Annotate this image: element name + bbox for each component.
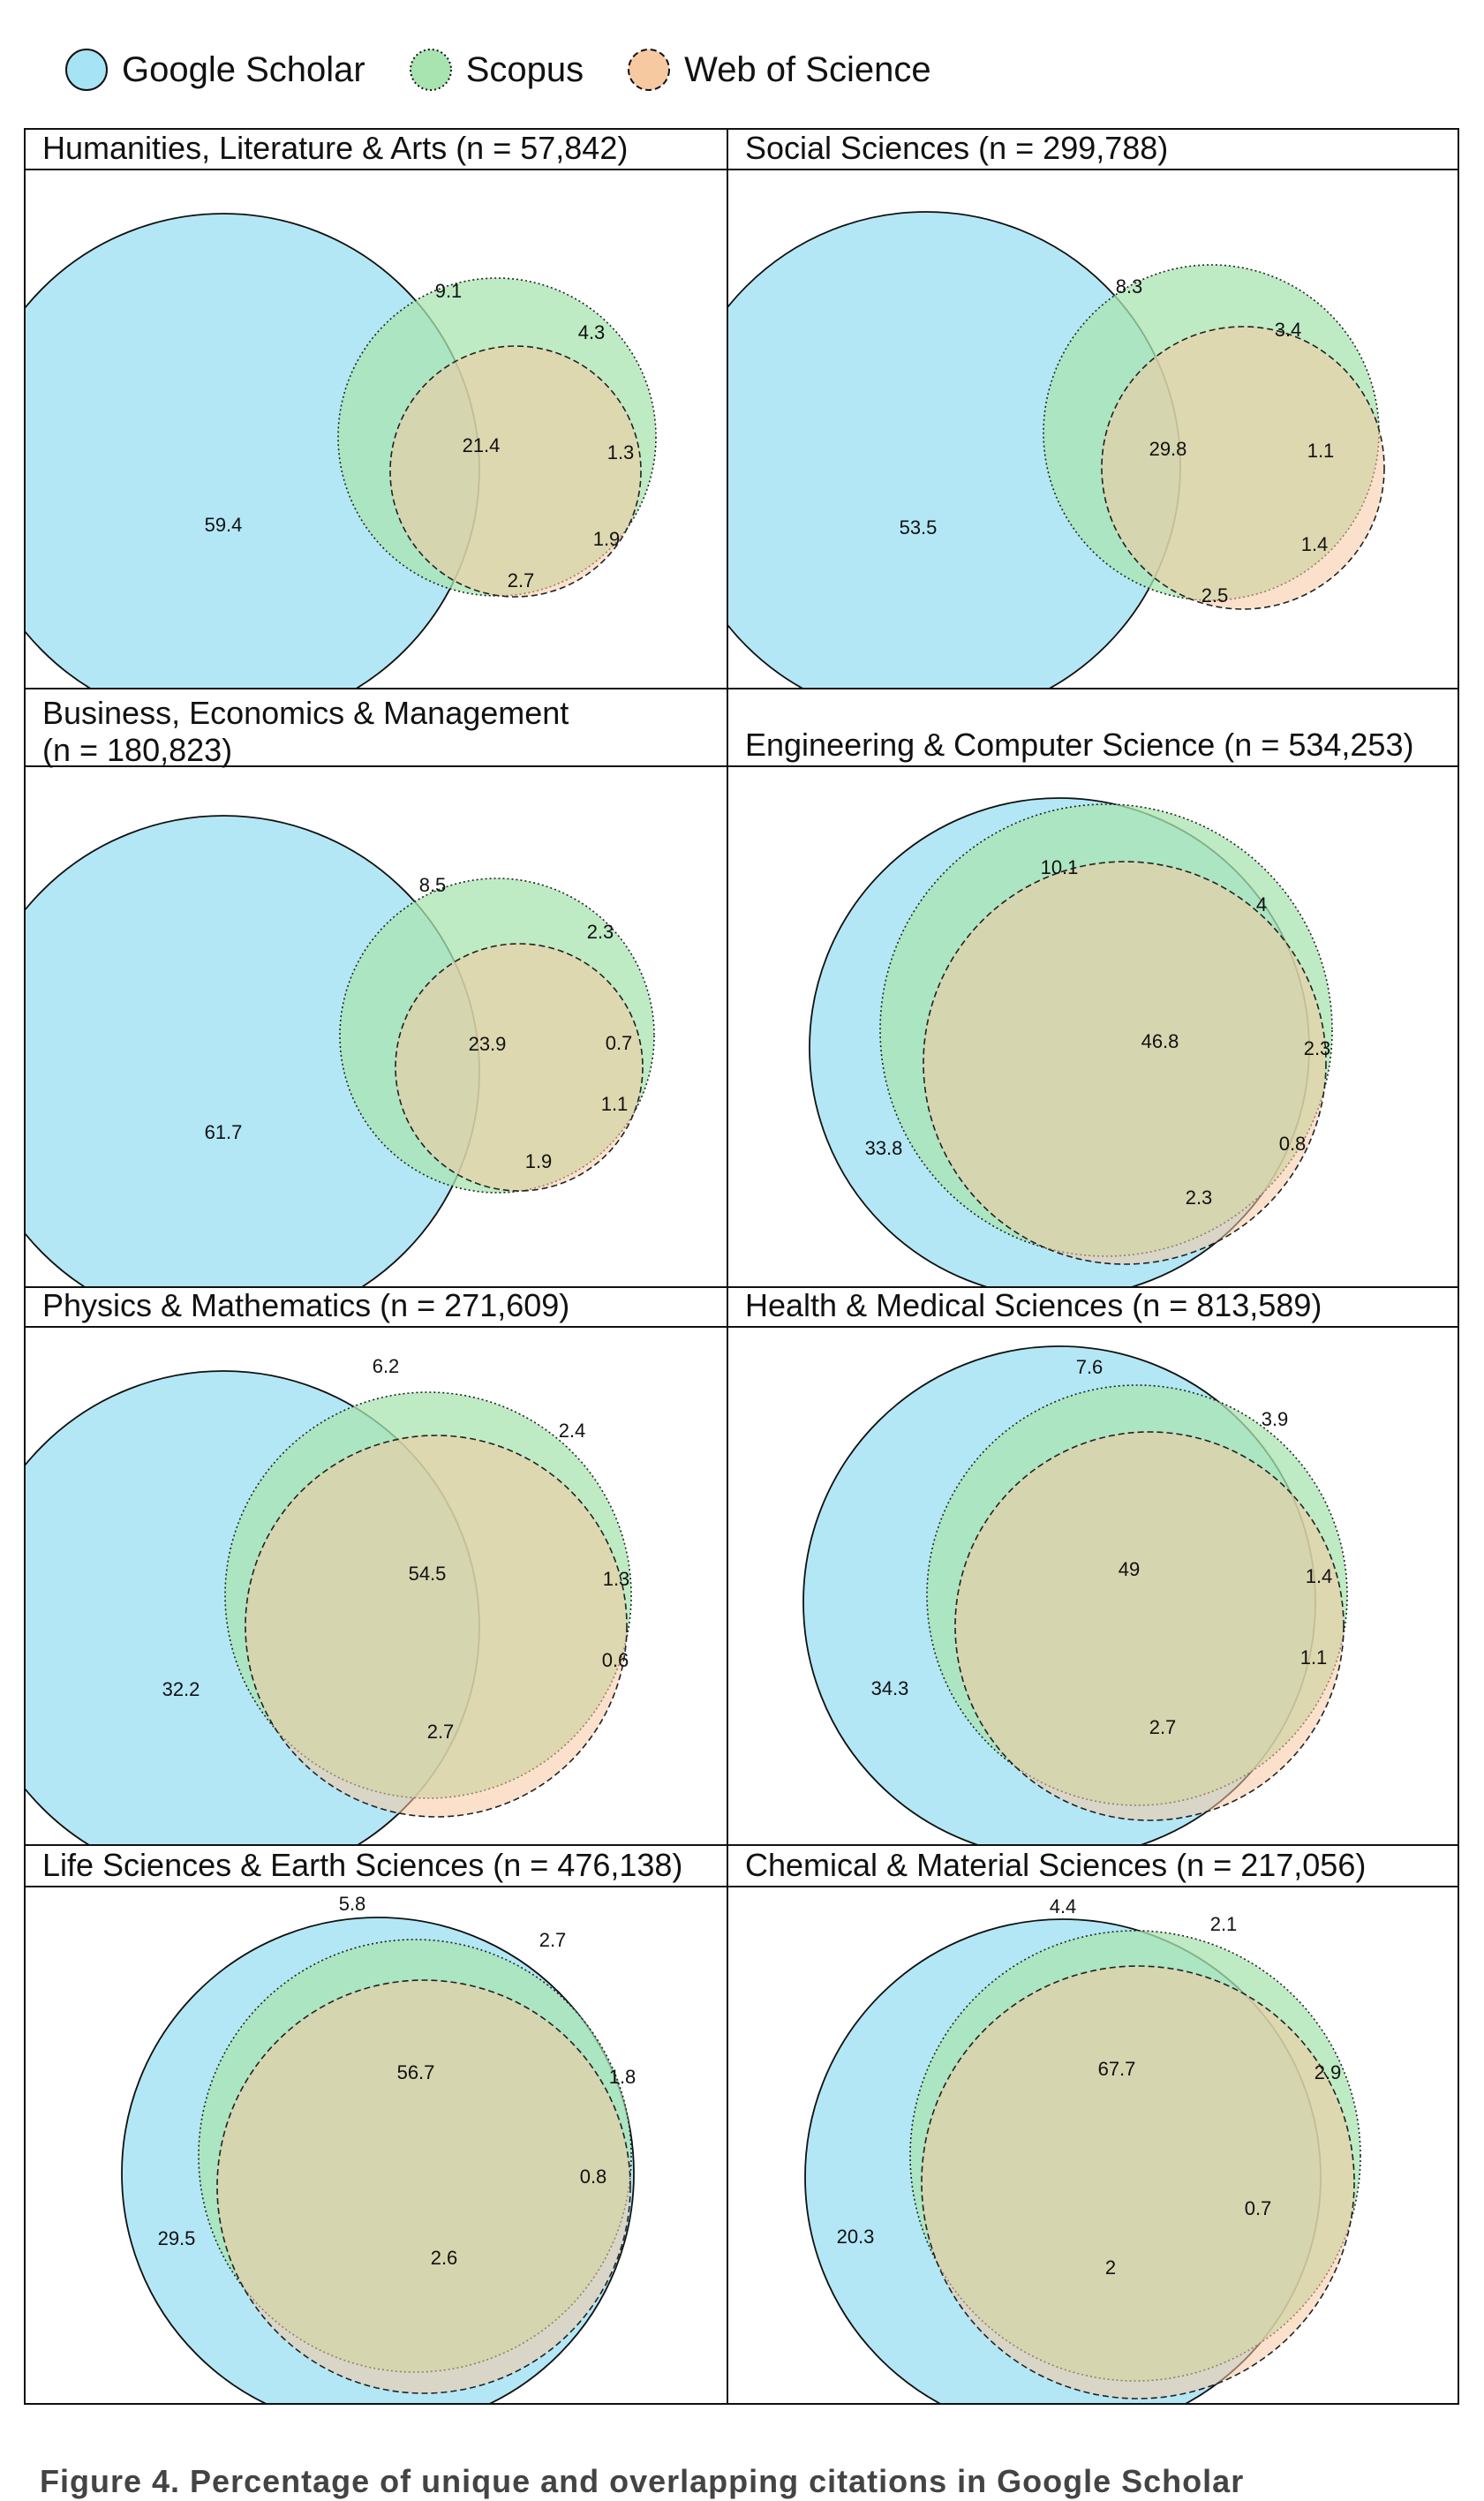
legend: Google Scholar Scopus Web of Science xyxy=(64,39,974,101)
value-label-scopus_wos: 2.3 xyxy=(1304,1037,1331,1059)
web-of-science-circle xyxy=(395,943,644,1192)
legend-item-web-of-science: Web of Science xyxy=(626,47,931,93)
value-label-gs_only: 53.5 xyxy=(900,516,938,539)
value-label-gs_wos: 2.7 xyxy=(427,1721,455,1743)
web-of-science-circle xyxy=(954,1431,1345,1821)
venn-panel-1 xyxy=(728,211,1385,688)
value-label-gs_only: 33.8 xyxy=(865,1137,903,1159)
web-of-science-circle xyxy=(245,1435,628,1818)
value-label-scopus_wos: 1.3 xyxy=(607,441,635,463)
value-label-wos_only: 0.8 xyxy=(580,2166,607,2188)
legend-swatch-scopus xyxy=(409,49,452,91)
value-label-gs_only: 61.7 xyxy=(205,1121,243,1143)
value-label-all_three: 23.9 xyxy=(469,1033,507,1055)
value-label-scopus_wos: 1.4 xyxy=(1306,1565,1333,1587)
value-label-scopus_only: 3.9 xyxy=(1262,1408,1289,1430)
value-label-gs_scopus: 5.8 xyxy=(339,1893,366,1915)
value-label-wos_only: 1.1 xyxy=(601,1093,629,1115)
figure-frame xyxy=(24,128,1459,2405)
value-label-all_three: 21.4 xyxy=(463,434,501,456)
value-label-wos_only: 1.9 xyxy=(593,528,621,550)
value-label-scopus_only: 2.3 xyxy=(587,921,614,943)
value-label-all_three: 67.7 xyxy=(1098,2058,1136,2080)
value-label-gs_scopus: 9.1 xyxy=(435,280,463,302)
value-label-gs_wos: 2.5 xyxy=(1202,584,1229,606)
panel-title: Engineering & Computer Science (n = 534,… xyxy=(745,727,1413,763)
venn-panel-5 xyxy=(802,1345,1348,1844)
venn-panel-4 xyxy=(26,1370,632,1844)
value-label-gs_wos: 2.7 xyxy=(508,569,535,591)
web-of-science-circle xyxy=(216,1979,631,2394)
web-of-science-circle xyxy=(923,861,1327,1265)
value-label-scopus_only: 2.4 xyxy=(559,1420,586,1442)
venn-panel-3 xyxy=(809,797,1333,1286)
web-of-science-circle xyxy=(1101,326,1385,610)
value-label-gs_scopus: 4.4 xyxy=(1050,1895,1077,1917)
legend-swatch-web-of-science xyxy=(628,49,671,91)
panel-title: Chemical & Material Sciences (n = 217,05… xyxy=(745,1847,1366,1883)
web-of-science-circle xyxy=(921,1965,1355,2399)
value-label-scopus_wos: 0.7 xyxy=(606,1032,633,1054)
panel-title: Health & Medical Sciences (n = 813,589) xyxy=(745,1287,1322,1323)
value-label-scopus_only: 2.7 xyxy=(539,1929,567,1951)
value-label-scopus_only: 4.3 xyxy=(578,321,606,343)
value-label-gs_scopus: 8.3 xyxy=(1116,275,1143,298)
panel-title-line-2: (n = 180,823) xyxy=(42,732,232,768)
value-label-all_three: 49 xyxy=(1119,1558,1140,1580)
value-label-all_three: 29.8 xyxy=(1149,438,1187,460)
value-label-wos_only: 1.4 xyxy=(1301,533,1329,555)
legend-item-scopus: Scopus xyxy=(408,47,584,93)
legend-label-google-scholar: Google Scholar xyxy=(122,49,365,89)
legend-swatch-google-scholar xyxy=(65,49,108,91)
value-label-gs_only: 29.5 xyxy=(158,2227,196,2249)
value-label-gs_wos: 2.3 xyxy=(1186,1186,1213,1209)
value-label-scopus_only: 3.4 xyxy=(1275,319,1302,341)
value-label-gs_wos: 2 xyxy=(1105,2256,1116,2279)
value-label-gs_wos: 2.6 xyxy=(431,2247,458,2269)
value-label-scopus_only: 2.1 xyxy=(1210,1913,1238,1935)
value-label-gs_only: 59.4 xyxy=(205,514,243,536)
legend-label-web-of-science: Web of Science xyxy=(684,49,931,89)
venn-panel-2 xyxy=(26,815,655,1286)
venn-panel-0 xyxy=(26,213,657,688)
value-label-scopus_wos: 1.3 xyxy=(603,1568,630,1590)
value-label-scopus_only: 4 xyxy=(1256,893,1267,915)
panel-title: Humanities, Literature & Arts (n = 57,84… xyxy=(42,130,628,166)
value-label-scopus_wos: 1.1 xyxy=(1307,440,1335,462)
value-label-wos_only: 0.8 xyxy=(1279,1133,1307,1155)
value-label-wos_only: 0.6 xyxy=(602,1649,629,1671)
legend-item-google-scholar: Google Scholar xyxy=(64,47,365,93)
panel-title: Social Sciences (n = 299,788) xyxy=(745,130,1168,166)
value-label-gs_wos: 2.7 xyxy=(1149,1716,1177,1738)
value-label-all_three: 56.7 xyxy=(397,2061,435,2083)
venn-panel-6 xyxy=(121,1917,635,2403)
panel-title: Physics & Mathematics (n = 271,609) xyxy=(42,1287,569,1323)
panel-title: Life Sciences & Earth Sciences (n = 476,… xyxy=(42,1847,682,1883)
legend-label-scopus: Scopus xyxy=(465,49,584,89)
value-label-gs_only: 32.2 xyxy=(162,1678,200,1700)
value-label-wos_only: 1.1 xyxy=(1300,1646,1328,1669)
value-label-gs_scopus: 7.6 xyxy=(1076,1356,1104,1378)
value-label-wos_only: 0.7 xyxy=(1245,2197,1272,2219)
value-label-gs_only: 20.3 xyxy=(837,2226,875,2248)
venn-panel-7 xyxy=(804,1918,1361,2403)
panel-title: Business, Economics & Management xyxy=(42,695,569,731)
value-label-scopus_wos: 2.9 xyxy=(1315,2061,1342,2083)
value-label-gs_only: 34.3 xyxy=(871,1677,909,1699)
value-label-gs_scopus: 10.1 xyxy=(1041,856,1079,878)
figure-caption: Figure 4. Percentage of unique and overl… xyxy=(40,2463,1245,2499)
value-label-all_three: 46.8 xyxy=(1141,1030,1179,1052)
value-label-all_three: 54.5 xyxy=(409,1563,447,1585)
value-label-gs_wos: 1.9 xyxy=(525,1150,553,1172)
value-label-gs_scopus: 6.2 xyxy=(373,1355,400,1377)
web-of-science-circle xyxy=(389,345,642,598)
value-label-scopus_wos: 1.8 xyxy=(609,2066,637,2088)
value-label-gs_scopus: 8.5 xyxy=(419,874,447,896)
